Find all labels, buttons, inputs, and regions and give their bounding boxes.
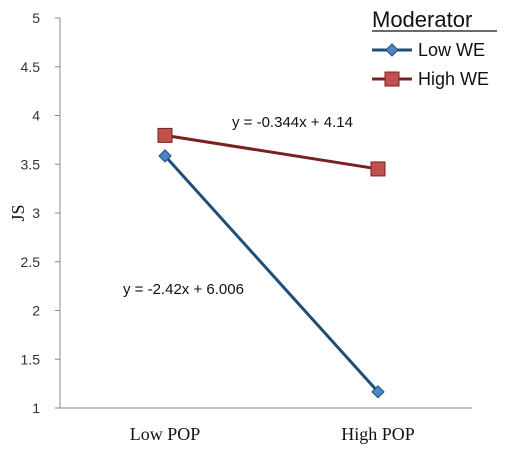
y-tick-label: 2 (32, 303, 40, 319)
legend-items: Low WE High WE (372, 40, 489, 89)
y-tick-label: 1 (32, 400, 40, 416)
legend: Moderator Low WE High WE (372, 7, 497, 89)
legend-marker (384, 71, 400, 87)
y-tick-label: 3 (32, 205, 40, 221)
x-category-label: High POP (341, 424, 415, 444)
data-point (370, 161, 386, 177)
y-tick-label: 1.5 (21, 351, 41, 367)
y-tick-label: 2.5 (21, 254, 41, 270)
data-point (157, 127, 173, 143)
y-tick-label: 3.5 (21, 156, 41, 172)
annotation-low-we-equation: y = -2.42x + 6.006 (123, 281, 244, 298)
x-category-label: Low POP (130, 424, 201, 444)
y-axis-label: JS (8, 204, 28, 221)
legend-label: Low WE (418, 40, 485, 60)
y-tick-label: 5 (32, 10, 40, 26)
legend-title: Moderator (372, 7, 472, 32)
series-line-low-we (163, 154, 380, 393)
data-point (371, 385, 385, 399)
x-categories: Low POP High POP (130, 424, 415, 444)
y-tick-label: 4.5 (21, 59, 41, 75)
legend-marker (385, 43, 399, 57)
annotation-high-we-equation: y = -0.344x + 4.14 (232, 114, 353, 131)
legend-label: High WE (418, 69, 489, 89)
y-ticks: 1 1.5 2 2.5 3 3.5 4 4.5 5 (21, 10, 60, 416)
series-group (157, 127, 386, 399)
y-tick-label: 4 (32, 108, 40, 124)
series-line-high-we (164, 133, 379, 171)
data-point (158, 149, 172, 163)
